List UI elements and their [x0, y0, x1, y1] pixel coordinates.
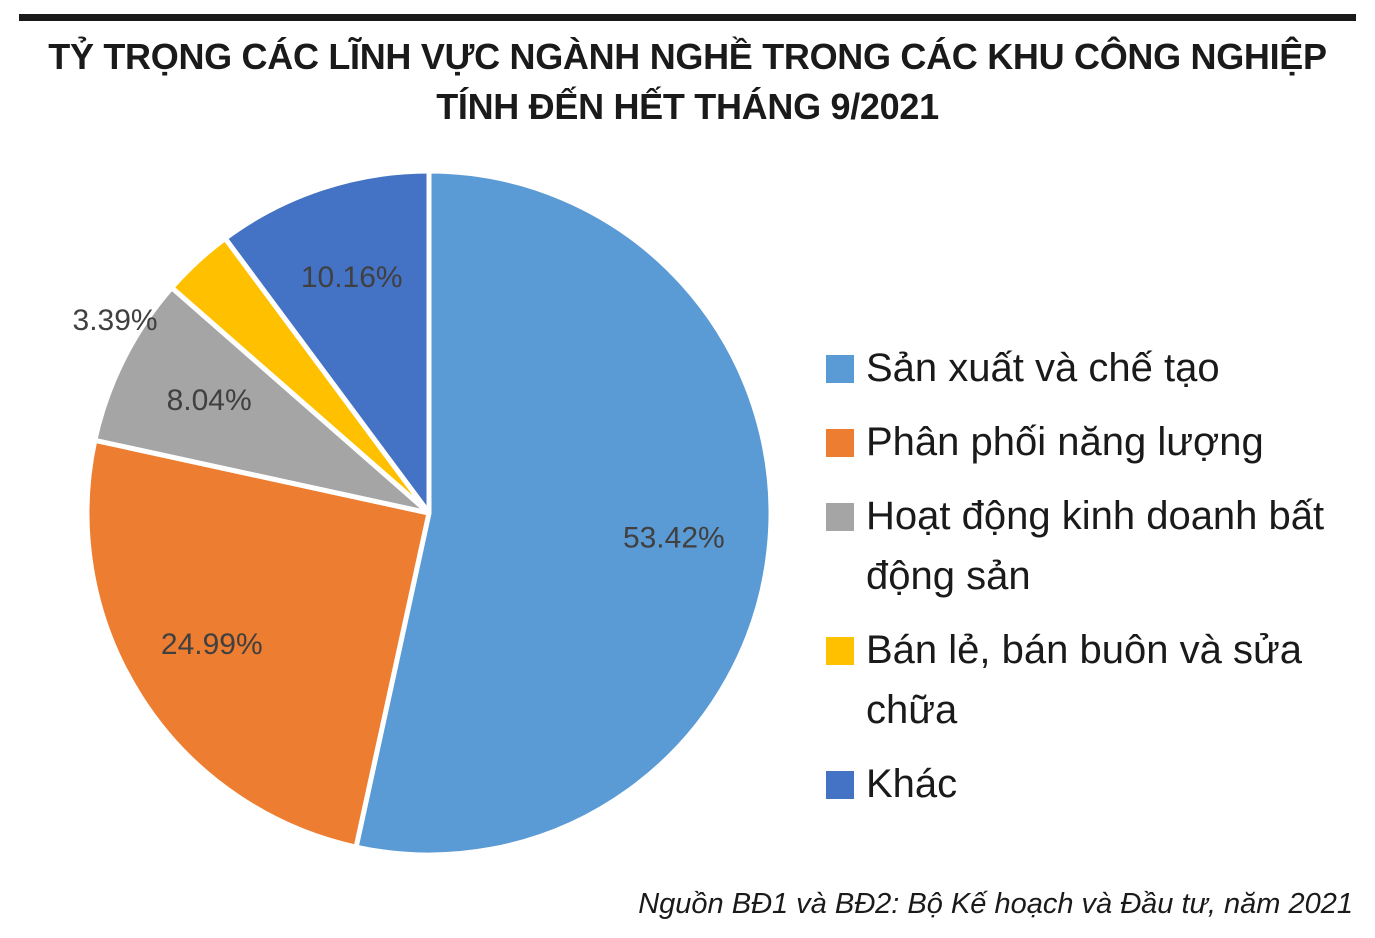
- data-label-other: 10.16%: [301, 261, 403, 294]
- data-label-retail-wholesale: 3.39%: [73, 304, 158, 337]
- legend-swatch-manufacturing: [826, 355, 854, 383]
- pie-data-labels: 53.42% 24.99% 8.04% 3.39% 10.16%: [73, 261, 725, 661]
- legend-swatch-retail-wholesale: [826, 637, 854, 665]
- pie-slice-energy-distribution: [84, 437, 432, 850]
- top-rule: [19, 14, 1356, 21]
- legend-swatch-real-estate: [826, 503, 854, 531]
- chart-title: TỶ TRỌNG CÁC LĨNH VỰC NGÀNH NGHỀ TRONG C…: [0, 32, 1375, 132]
- pie-slice-other: [222, 168, 432, 516]
- pie-slice-manufacturing: [353, 168, 774, 858]
- legend-label-manufacturing: Sản xuất và chế tạo: [866, 346, 1220, 390]
- legend-item-manufacturing: Sản xuất và chế tạo: [826, 338, 1366, 398]
- legend: Sản xuất và chế tạo Phân phối năng lượng…: [826, 338, 1366, 828]
- legend-swatch-energy-distribution: [826, 429, 854, 457]
- legend-item-real-estate: Hoạt động kinh doanh bất động sản: [826, 486, 1366, 606]
- chart-title-line-1: TỶ TRỌNG CÁC LĨNH VỰC NGÀNH NGHỀ TRONG C…: [48, 36, 1327, 77]
- legend-label-retail-wholesale: Bán lẻ, bán buôn và sửa chữa: [866, 628, 1302, 732]
- legend-label-real-estate: Hoạt động kinh doanh bất động sản: [866, 494, 1325, 598]
- source-note: Nguồn BĐ1 và BĐ2: Bộ Kế hoạch và Đầu tư,…: [638, 888, 1353, 920]
- data-label-energy-distribution: 24.99%: [161, 628, 263, 661]
- pie-slice-real-estate: [92, 285, 432, 516]
- legend-swatch-other: [826, 771, 854, 799]
- pie-slices: [84, 168, 774, 858]
- legend-item-other: Khác: [826, 754, 1366, 814]
- legend-label-energy-distribution: Phân phối năng lượng: [866, 420, 1264, 464]
- chart-title-line-2: TÍNH ĐẾN HẾT THÁNG 9/2021: [436, 86, 939, 127]
- legend-item-energy-distribution: Phân phối năng lượng: [826, 412, 1366, 472]
- data-label-manufacturing: 53.42%: [623, 521, 725, 554]
- legend-item-retail-wholesale: Bán lẻ, bán buôn và sửa chữa: [826, 620, 1366, 740]
- data-label-real-estate: 8.04%: [167, 384, 252, 417]
- legend-label-other: Khác: [866, 762, 958, 806]
